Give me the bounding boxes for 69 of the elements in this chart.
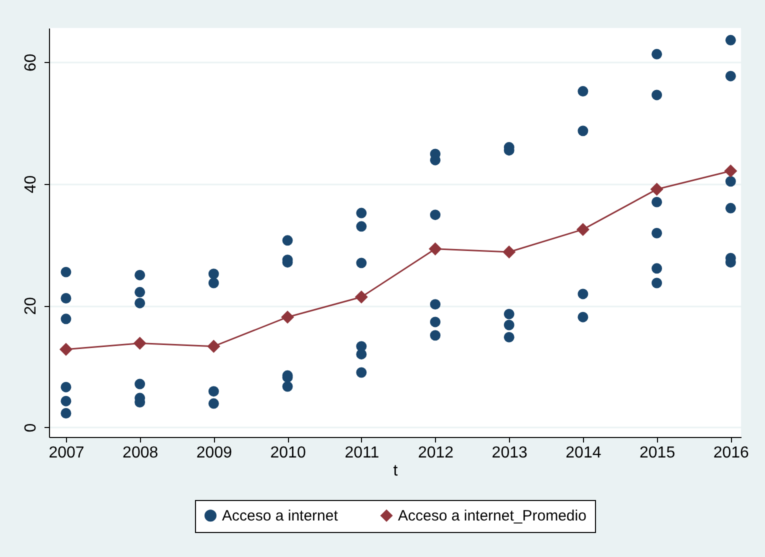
- point: [725, 70, 736, 82]
- point: [281, 310, 294, 324]
- x-tick-label: 2014: [566, 444, 602, 462]
- point: [430, 316, 440, 328]
- point: [134, 286, 146, 298]
- point: [282, 381, 293, 392]
- point: [60, 396, 72, 406]
- point: [208, 268, 219, 280]
- x-axis-title: t: [393, 462, 398, 480]
- point: [725, 202, 736, 214]
- point: [60, 408, 72, 418]
- point: [134, 378, 146, 390]
- point: [60, 382, 72, 392]
- point: [578, 86, 588, 97]
- point: [356, 208, 367, 218]
- point: [430, 210, 440, 220]
- point: [650, 182, 664, 196]
- point: [60, 266, 72, 278]
- point: [356, 367, 367, 378]
- point: [578, 126, 588, 136]
- point: [578, 312, 588, 322]
- x-tick-label: 2007: [48, 444, 84, 462]
- point: [134, 298, 146, 308]
- point: [652, 263, 662, 274]
- point: [504, 308, 514, 320]
- y-tick-label: 40: [22, 175, 40, 194]
- y-tick-label: 60: [22, 54, 40, 72]
- point: [356, 258, 367, 268]
- x-tick-label: 2016: [713, 444, 750, 462]
- point: [504, 332, 514, 342]
- point: [430, 299, 440, 310]
- y-tick-label: 0: [22, 423, 40, 432]
- point: [652, 48, 662, 60]
- legend-label: Acceso a internet: [222, 508, 339, 525]
- point: [578, 288, 588, 300]
- point: [652, 196, 662, 208]
- x-tick-label: 2012: [418, 444, 454, 462]
- x-tick-label: 2008: [122, 444, 158, 462]
- point: [652, 278, 662, 288]
- point: [208, 278, 219, 288]
- point: [208, 386, 219, 397]
- point: [356, 348, 367, 360]
- point: [208, 398, 219, 409]
- x-tick-label: 2011: [344, 444, 380, 462]
- point: [652, 228, 662, 238]
- point: [207, 340, 220, 353]
- x-tick-label: 2010: [270, 444, 306, 462]
- legend-label: Acceso a internet_Promedio: [398, 508, 586, 525]
- point: [354, 290, 368, 304]
- x-tick-label: 2015: [640, 444, 676, 462]
- point: [652, 90, 662, 100]
- x-tick-label: 2009: [196, 444, 232, 462]
- point: [502, 245, 516, 258]
- point: [725, 176, 736, 187]
- point: [576, 222, 590, 236]
- point: [725, 34, 736, 46]
- point: [133, 336, 146, 350]
- point: [134, 270, 146, 280]
- point: [504, 320, 514, 330]
- point: [59, 342, 73, 356]
- point: [60, 293, 72, 304]
- point: [724, 164, 738, 178]
- point: [428, 242, 442, 256]
- point: [430, 330, 440, 341]
- x-tick-label: 2013: [492, 444, 528, 462]
- point: [60, 314, 72, 324]
- point: [356, 221, 367, 232]
- point: [282, 235, 293, 246]
- y-tick-label: 20: [22, 297, 40, 315]
